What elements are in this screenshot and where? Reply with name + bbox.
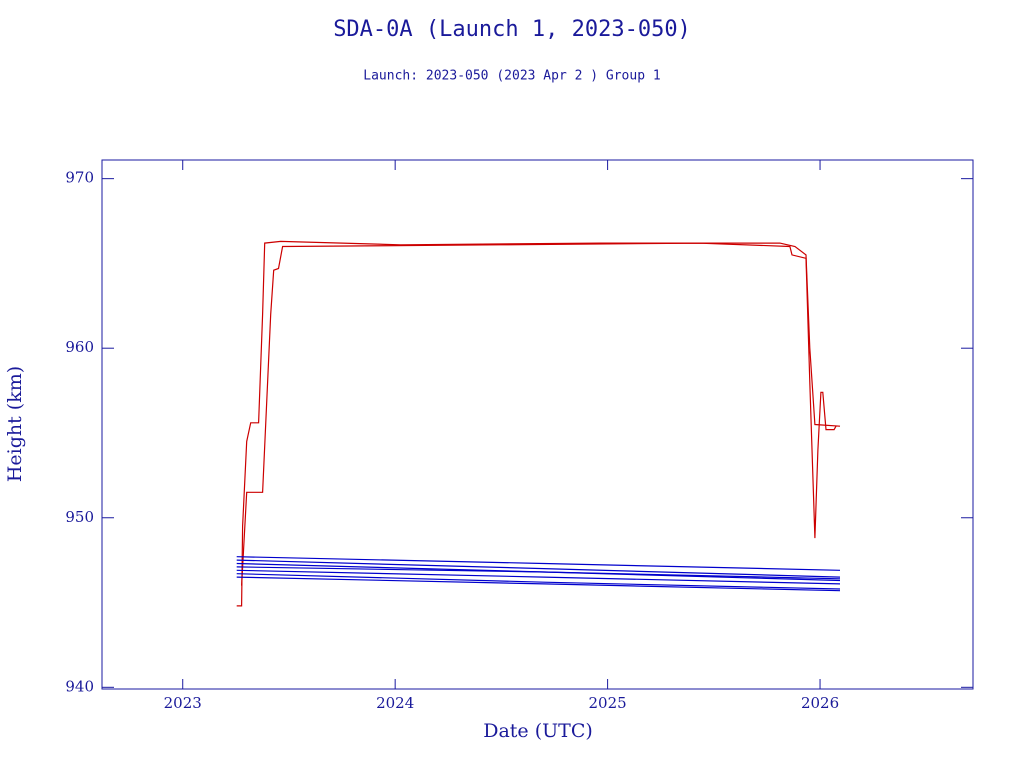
- data-line: [236, 559, 841, 578]
- chart-title: SDA-0A (Launch 1, 2023-050): [333, 17, 691, 42]
- data-line: [236, 573, 841, 590]
- data-line: [236, 569, 841, 585]
- y-axis-label: Height (km): [4, 366, 26, 482]
- chart-subtitle: Launch: 2023-050 (2023 Apr 2 ) Group 1: [363, 69, 660, 84]
- y-tick-label: 940: [65, 677, 94, 695]
- plot-frame: [101, 159, 974, 690]
- data-line: [241, 242, 837, 586]
- data-line: [236, 576, 841, 592]
- data-line: [236, 240, 841, 607]
- x-tick-label: 2024: [376, 694, 414, 712]
- y-tick-label: 950: [65, 508, 94, 526]
- y-tick-label: 970: [65, 169, 94, 187]
- x-tick-label: 2025: [589, 694, 627, 712]
- x-tick-label: 2026: [801, 694, 839, 712]
- y-tick-label: 960: [65, 338, 94, 356]
- data-line: [236, 556, 841, 571]
- x-tick-label: 2023: [164, 694, 202, 712]
- x-axis-label: Date (UTC): [483, 720, 593, 742]
- data-line: [236, 566, 841, 580]
